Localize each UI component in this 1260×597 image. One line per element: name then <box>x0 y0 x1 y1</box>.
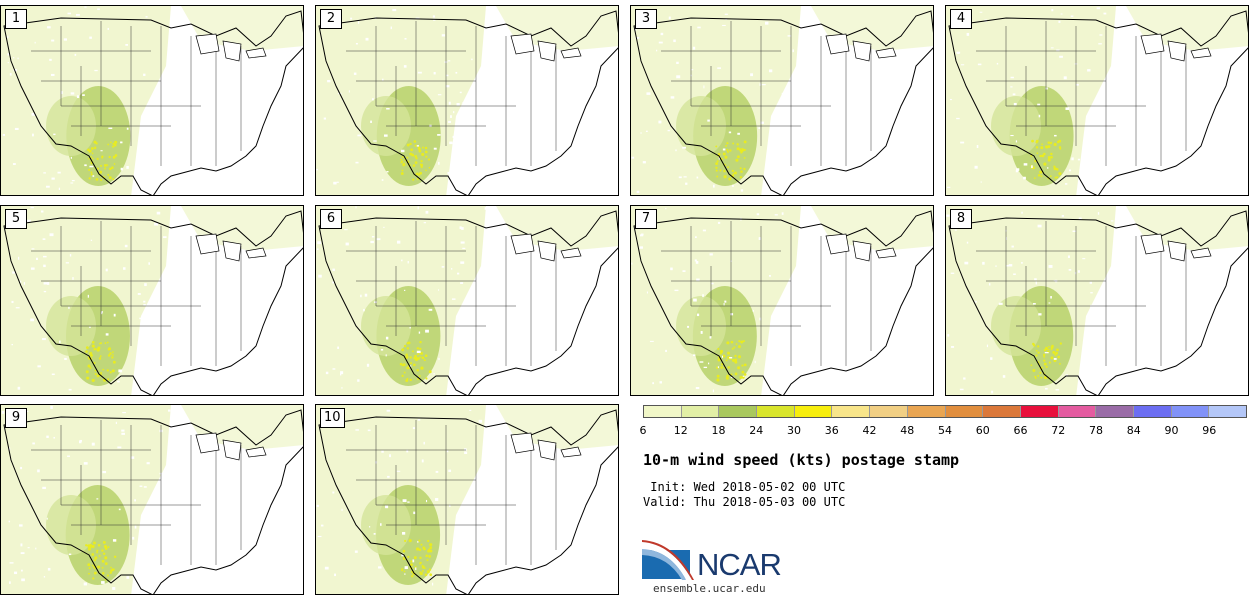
wind-speed-map <box>316 206 618 395</box>
colorbar-segment <box>1209 406 1246 417</box>
colorbar-segment <box>1096 406 1134 417</box>
website-url[interactable]: ensemble.ucar.edu <box>653 582 766 595</box>
member-map-7[interactable]: 7 <box>630 205 934 396</box>
colorbar-tick-label: 30 <box>787 424 801 437</box>
member-map-9[interactable]: 9 <box>0 404 304 595</box>
colorbar-segment <box>1133 406 1172 417</box>
wind-speed-map <box>1 6 303 195</box>
colorbar-tick-label: 66 <box>1013 424 1028 437</box>
colorbar-tick-label: 72 <box>1051 424 1066 437</box>
colorbar-tick-label: 12 <box>673 424 688 437</box>
colorbar-segment <box>983 406 1021 417</box>
colorbar-tick-label: 42 <box>862 424 877 437</box>
valid-time: Valid: Thu 2018-05-03 00 UTC <box>643 495 846 509</box>
wind-speed-map <box>316 405 618 594</box>
colorbar-tick-label: 48 <box>900 424 915 437</box>
colorbar-tick-label: 54 <box>938 424 952 437</box>
wind-speed-map <box>1 405 303 594</box>
member-label: 6 <box>320 209 342 229</box>
colorbar-tick-label: 18 <box>711 424 726 437</box>
member-map-2[interactable]: 2 <box>315 5 619 196</box>
colorbar-segment <box>681 406 720 417</box>
colorbar-segment <box>1020 406 1059 417</box>
colorbar-segment <box>870 406 908 417</box>
member-map-3[interactable]: 3 <box>630 5 934 196</box>
member-label: 4 <box>950 9 972 29</box>
colorbar-tick-label: 90 <box>1164 424 1179 437</box>
wind-speed-map <box>316 6 618 195</box>
ncar-logo-text: NCAR <box>697 547 782 582</box>
colorbar-segment <box>832 406 871 417</box>
colorbar-tick-label: 36 <box>824 424 839 437</box>
wind-speed-map <box>1 206 303 395</box>
colorbar-segment <box>1171 406 1210 417</box>
member-map-10[interactable]: 10 <box>315 404 619 595</box>
member-map-1[interactable]: 1 <box>0 5 304 196</box>
colorbar-tick-label: 96 <box>1202 424 1217 437</box>
member-map-5[interactable]: 5 <box>0 205 304 396</box>
colorbar-tick-label: 78 <box>1089 424 1103 437</box>
ncar-logo-icon <box>642 540 694 580</box>
member-label: 10 <box>320 408 345 428</box>
member-map-8[interactable]: 8 <box>945 205 1249 396</box>
colorbar-segment <box>757 406 795 417</box>
wind-speed-map <box>631 206 933 395</box>
member-label: 8 <box>950 209 972 229</box>
colorbar-segment <box>907 406 946 417</box>
plot-title: 10-m wind speed (kts) postage stamp <box>643 451 960 469</box>
wind-speed-map <box>946 6 1248 195</box>
colorbar-tick-label: 6 <box>639 424 647 437</box>
colorbar-segment <box>719 406 758 417</box>
colorbar-segment <box>1058 406 1097 417</box>
wind-speed-map <box>631 6 933 195</box>
member-label: 3 <box>635 9 657 29</box>
init-time: Init: Wed 2018-05-02 00 UTC <box>643 480 846 494</box>
wind-speed-colorbar <box>643 405 1247 418</box>
member-label: 9 <box>5 408 27 428</box>
member-label: 1 <box>5 9 27 29</box>
colorbar-segment <box>794 406 833 417</box>
member-label: 5 <box>5 209 27 229</box>
colorbar-tick-label: 84 <box>1126 424 1141 437</box>
colorbar-tick-label: 60 <box>975 424 990 437</box>
wind-speed-map <box>946 206 1248 395</box>
member-label: 2 <box>320 9 342 29</box>
member-map-4[interactable]: 4 <box>945 5 1249 196</box>
colorbar-segment <box>644 406 682 417</box>
colorbar-segment <box>945 406 984 417</box>
member-label: 7 <box>635 209 657 229</box>
colorbar-tick-label: 24 <box>749 424 764 437</box>
member-map-6[interactable]: 6 <box>315 205 619 396</box>
